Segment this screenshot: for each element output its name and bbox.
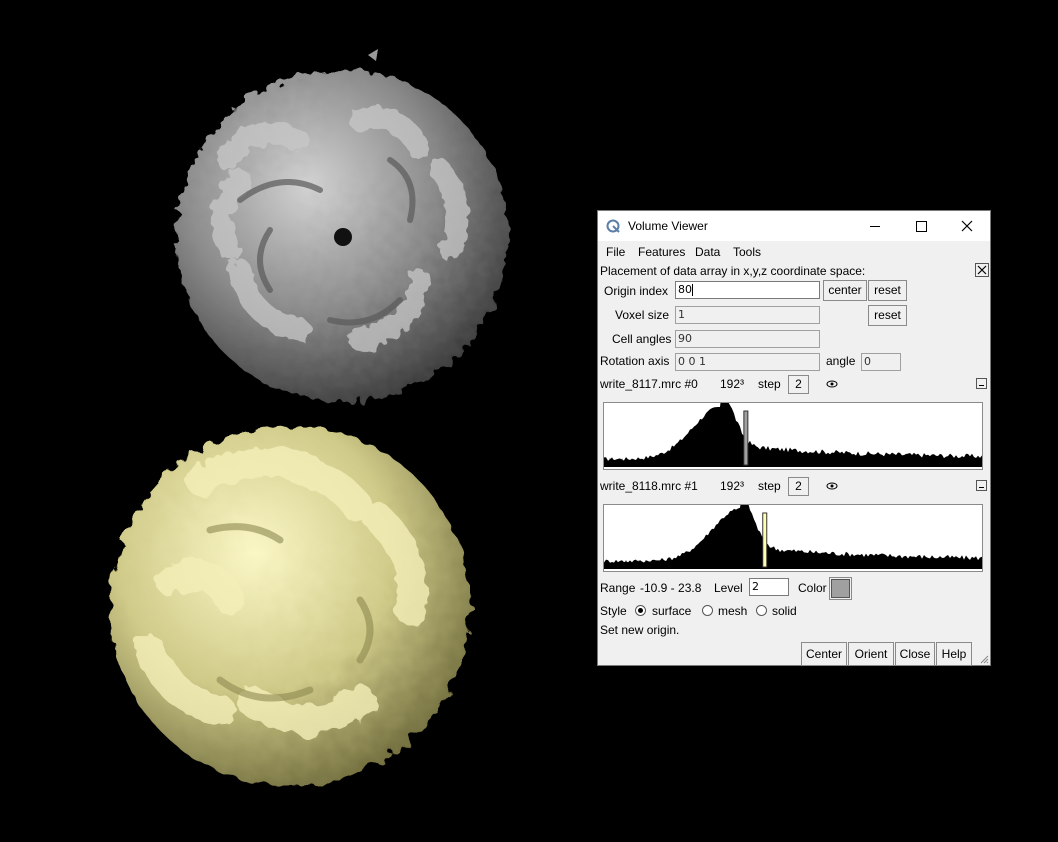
threshold-marker[interactable] bbox=[762, 512, 768, 568]
level-label: Level bbox=[714, 581, 743, 595]
cell-angles-label: Cell angles bbox=[612, 332, 672, 346]
help-button[interactable]: Help bbox=[936, 642, 972, 666]
style-mesh-radio[interactable] bbox=[702, 605, 713, 616]
eye-icon[interactable] bbox=[825, 378, 839, 390]
style-solid-label[interactable]: solid bbox=[772, 604, 797, 618]
window-title: Volume Viewer bbox=[628, 219, 708, 233]
title-bar[interactable]: Volume Viewer bbox=[598, 211, 990, 241]
orient-button[interactable]: Orient bbox=[848, 642, 894, 666]
angle-input[interactable]: 0 bbox=[861, 353, 901, 371]
yellow-volume-model[interactable] bbox=[110, 426, 470, 786]
rotation-axis-label: Rotation axis bbox=[600, 354, 670, 368]
collapse-dataset-button[interactable] bbox=[976, 480, 987, 491]
rotation-axis-input[interactable]: 0 0 1 bbox=[675, 353, 820, 371]
close-panel-button[interactable] bbox=[975, 263, 989, 277]
status-text: Set new origin. bbox=[600, 623, 680, 637]
histogram-0[interactable] bbox=[603, 390, 983, 470]
histogram-fill bbox=[604, 390, 982, 467]
style-mesh-label[interactable]: mesh bbox=[718, 604, 748, 618]
dataset-name: write_8118.mrc #1 bbox=[600, 479, 698, 493]
style-surface-radio[interactable] bbox=[635, 605, 646, 616]
placement-heading: Placement of data array in x,y,z coordin… bbox=[600, 264, 866, 278]
grey-volume-model[interactable] bbox=[176, 49, 508, 402]
collapse-dataset-button[interactable] bbox=[976, 378, 987, 389]
close-button[interactable]: Close bbox=[895, 642, 935, 666]
dataset-name: write_8117.mrc #0 bbox=[600, 377, 698, 391]
step-label: step bbox=[758, 479, 781, 493]
histogram-ticks bbox=[605, 560, 979, 569]
minimize-icon bbox=[870, 226, 880, 227]
eye-icon[interactable] bbox=[825, 480, 839, 492]
close-icon bbox=[961, 220, 973, 232]
minus-icon bbox=[979, 487, 984, 488]
chimera-app-icon bbox=[606, 219, 620, 233]
origin-index-value: 80 bbox=[678, 283, 692, 296]
close-window-button[interactable] bbox=[944, 211, 990, 241]
threshold-marker[interactable] bbox=[743, 410, 749, 466]
center-origin-button[interactable]: center bbox=[823, 280, 867, 301]
color-button[interactable] bbox=[829, 577, 852, 600]
menu-bar: File Features Data Tools bbox=[598, 242, 990, 262]
histogram-1[interactable] bbox=[603, 494, 983, 572]
reset-origin-button[interactable]: reset bbox=[868, 280, 907, 301]
angle-label: angle bbox=[826, 354, 856, 368]
histogram-plot[interactable] bbox=[604, 494, 982, 571]
voxel-size-input[interactable]: 1 bbox=[675, 306, 820, 324]
minimize-button[interactable] bbox=[852, 211, 898, 241]
style-solid-radio[interactable] bbox=[756, 605, 767, 616]
center-button[interactable]: Center bbox=[801, 642, 847, 666]
menu-file[interactable]: File bbox=[606, 245, 626, 259]
level-input[interactable]: 2 bbox=[749, 578, 789, 596]
text-caret bbox=[692, 284, 693, 296]
origin-index-label: Origin index bbox=[604, 284, 669, 298]
histogram-ticks bbox=[605, 458, 979, 467]
maximize-button[interactable] bbox=[898, 211, 944, 241]
minus-icon bbox=[979, 385, 984, 386]
menu-tools[interactable]: Tools bbox=[733, 245, 762, 259]
color-swatch bbox=[831, 579, 850, 598]
style-label: Style bbox=[600, 604, 627, 618]
close-icon bbox=[977, 265, 987, 275]
dataset-size: 192³ bbox=[720, 479, 745, 493]
menu-data[interactable]: Data bbox=[695, 245, 721, 259]
reset-voxel-button[interactable]: reset bbox=[868, 305, 907, 326]
step-menu-button[interactable]: 2 bbox=[788, 375, 809, 394]
maximize-icon bbox=[916, 221, 927, 232]
color-label: Color bbox=[798, 581, 827, 595]
resize-grip-icon[interactable] bbox=[979, 654, 989, 664]
step-label: step bbox=[758, 377, 781, 391]
histogram-plot[interactable] bbox=[604, 390, 982, 469]
histogram-fill bbox=[604, 494, 982, 569]
style-surface-label[interactable]: surface bbox=[652, 604, 692, 618]
dataset-size: 192³ bbox=[720, 377, 745, 391]
range-value: -10.9 - 23.8 bbox=[640, 581, 702, 595]
volume-viewer-window: Volume Viewer File Features Data Tools P… bbox=[597, 210, 991, 666]
range-label: Range bbox=[600, 581, 636, 595]
cell-angles-input[interactable]: 90 bbox=[675, 330, 820, 348]
voxel-size-label: Voxel size bbox=[615, 308, 670, 322]
step-menu-button[interactable]: 2 bbox=[788, 477, 809, 496]
menu-features[interactable]: Features bbox=[638, 245, 686, 259]
origin-index-input[interactable]: 80 bbox=[675, 281, 820, 299]
